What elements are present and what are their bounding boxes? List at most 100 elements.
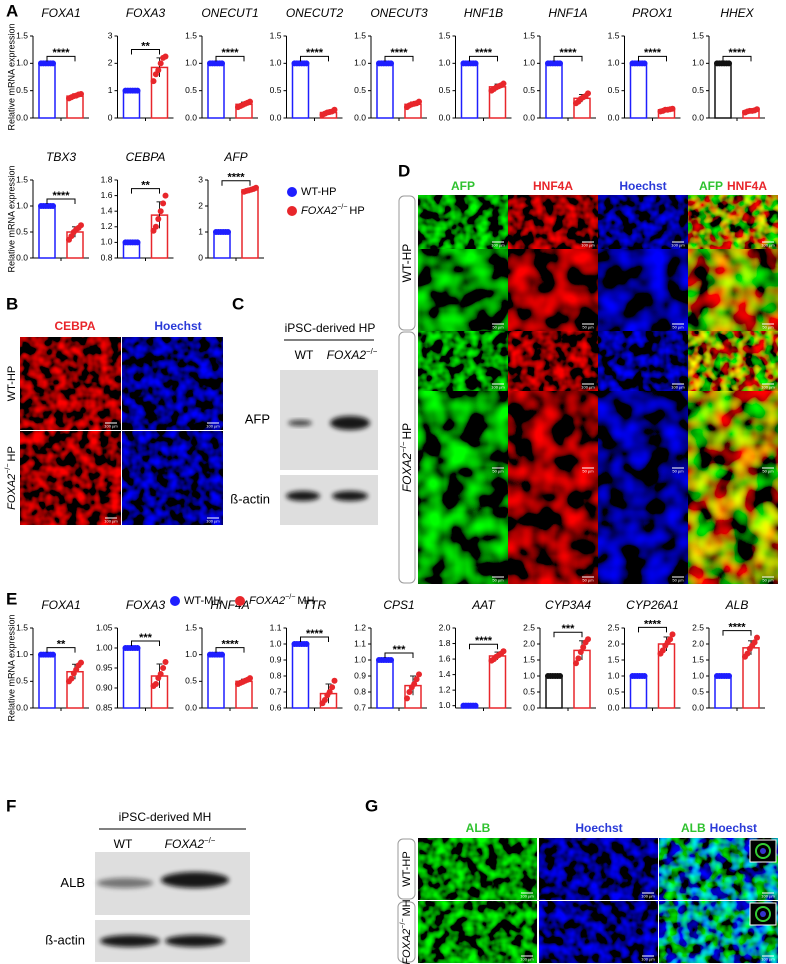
image-channel [418, 249, 508, 331]
y-tick-label: 1.8 [439, 638, 451, 648]
scale-label: 100 µm [671, 243, 685, 248]
blot-band [286, 491, 320, 501]
gene-name: FOXA2 [400, 452, 414, 492]
y-tick-label: 1.0 [16, 649, 28, 659]
data-point [162, 659, 169, 665]
y-tick-label: 0.0 [16, 252, 28, 262]
y-tick-label: 1.0 [185, 649, 197, 659]
y-tick-label: 0.0 [523, 112, 535, 122]
scale-label: 100 µm [491, 385, 505, 390]
column-header: Hoechst [154, 319, 201, 333]
panel-letter: A [6, 1, 18, 20]
significance-bracket [131, 640, 160, 646]
scale-label: 100 µm [206, 424, 220, 429]
label-suffix: HP [349, 205, 364, 217]
data-point [225, 229, 231, 235]
significance-bracket [384, 652, 414, 658]
scale-label: 50 µm [672, 578, 684, 583]
significance-label: ** [57, 639, 66, 651]
data-point [78, 90, 84, 97]
y-tick-label: 1.5 [16, 30, 28, 40]
scale-label: 100 µm [761, 243, 775, 248]
data-point [416, 98, 422, 105]
data-point [641, 673, 648, 679]
data-point [573, 660, 579, 667]
bar [714, 675, 732, 709]
significance-label: *** [562, 623, 576, 635]
significance-label: **** [227, 172, 245, 184]
lane-label: WT [114, 837, 133, 851]
data-point [321, 697, 328, 703]
significance-label: **** [475, 635, 493, 647]
chart-title: HNF1B [464, 6, 503, 20]
significance-label: *** [139, 632, 153, 644]
column-header: ALB Hoechst [681, 821, 757, 835]
micrograph: 50 µm [508, 391, 598, 475]
data-point [160, 665, 167, 671]
significance-bracket [384, 55, 414, 62]
scale-label: 100 µm [671, 385, 685, 390]
data-point [331, 106, 338, 113]
data-point [667, 636, 674, 643]
y-tick-label: 0.8 [270, 670, 282, 680]
y-tick-label: 1.0 [16, 200, 28, 210]
data-point [78, 222, 84, 229]
significance-bracket [131, 188, 160, 194]
data-point [744, 650, 751, 657]
micrograph: 100 µm [122, 431, 223, 525]
legend-label: FOXA2−/− HP [301, 203, 365, 217]
header-part: Hoechst [710, 821, 757, 835]
y-tick-label: 2.0 [439, 622, 451, 632]
y-tick-label: 1.5 [270, 30, 282, 40]
data-point [585, 636, 591, 643]
scale-label: 50 µm [762, 578, 774, 583]
image-channel [688, 195, 778, 249]
data-point [219, 60, 225, 67]
y-tick-label: 0.8 [354, 686, 366, 696]
data-point [388, 657, 394, 663]
image-channel [122, 431, 223, 525]
header-part: ALB [466, 821, 491, 835]
lane-label: FOXA2−/− [327, 347, 378, 363]
bar [629, 675, 648, 709]
y-tick-label: 1.0 [354, 58, 366, 68]
y-tick-label: 0.7 [354, 702, 366, 712]
scale-label: 100 µm [761, 385, 775, 390]
scale-label: 50 µm [492, 469, 504, 474]
y-axis-label: Relative mRNA expression [6, 165, 16, 272]
bar [207, 62, 225, 119]
y-tick-label: 2.5 [523, 622, 535, 632]
y-tick-label: 1.0 [101, 237, 113, 247]
data-point [247, 675, 253, 682]
y-tick-label: 1.6 [101, 190, 113, 200]
legend-label: FOXA2−/− MH [249, 593, 315, 607]
significance-bracket [469, 55, 498, 62]
bar [213, 231, 231, 259]
significance-label: ** [141, 40, 150, 52]
y-tick-label: 0.5 [608, 686, 620, 696]
image-channel [418, 838, 537, 900]
row-label: FOXA2−/− MH [399, 899, 413, 964]
y-tick-label: 0.0 [16, 702, 28, 712]
panel-letter: B [6, 294, 18, 313]
y-tick-label: 3 [108, 30, 113, 40]
chart-title: CYP3A4 [545, 598, 591, 612]
y-tick-label: 1.5 [608, 30, 620, 40]
micrograph: 50 µm [598, 249, 688, 331]
significance-label: **** [306, 47, 324, 59]
y-tick-label: 0.90 [96, 682, 113, 692]
lane-label: FOXA2−/− [165, 836, 216, 852]
significance-bracket [638, 55, 667, 62]
micrograph: 100 µm [418, 331, 508, 391]
genotype-superscript: −/− [285, 593, 295, 601]
header-part: HNF4A [533, 179, 573, 193]
y-tick-label: 0.0 [354, 112, 366, 122]
significance-bracket [46, 55, 76, 62]
row-label: WT-HP [401, 851, 413, 886]
image-channel [539, 901, 658, 963]
significance-label: **** [221, 47, 239, 59]
bar [545, 675, 563, 709]
blot-band [332, 491, 368, 501]
row-label: WT-HP [6, 366, 18, 401]
bar [629, 62, 648, 119]
